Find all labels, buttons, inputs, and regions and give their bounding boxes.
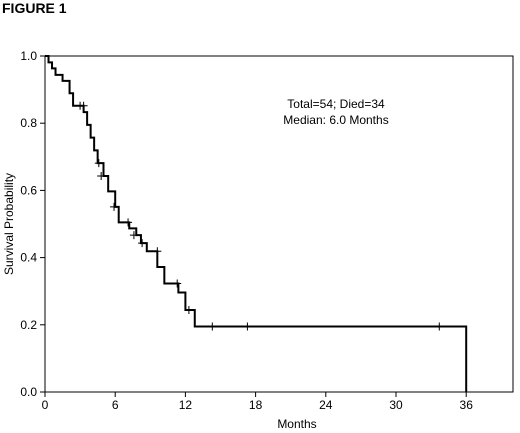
chart-labels: Months Survival Probability Total=54; Died…	[2, 97, 389, 431]
censor-mark	[94, 159, 103, 168]
censor-mark	[129, 231, 138, 240]
censor-mark	[208, 322, 217, 331]
y-tick-label: 0.2	[20, 318, 37, 332]
survival-curve	[45, 55, 468, 392]
censor-marks	[76, 101, 444, 331]
x-axis-label: Months	[277, 417, 316, 431]
censor-mark	[97, 171, 106, 180]
axes: 0 6 12 18 24 30 36 0.0 0.2 0.4 0.6 0.8 1.0	[20, 49, 514, 412]
x-tick-label: 18	[249, 398, 263, 412]
y-tick-label: 0.0	[20, 385, 37, 399]
censor-mark	[79, 101, 88, 110]
x-tick-label: 36	[460, 398, 474, 412]
y-tick-label: 0.6	[20, 183, 37, 197]
censor-mark	[138, 239, 147, 248]
y-tick-label: 0.8	[20, 116, 37, 130]
x-tick-label: 6	[112, 398, 119, 412]
y-tick-label: 1.0	[20, 49, 37, 63]
x-tick-label: 0	[42, 398, 49, 412]
censor-mark	[124, 218, 133, 227]
plot-frame	[44, 55, 514, 393]
x-tick-label: 12	[179, 398, 193, 412]
x-tick-label: 24	[319, 398, 333, 412]
x-tick-label: 30	[389, 398, 403, 412]
censor-mark	[243, 322, 252, 331]
censor-mark	[184, 306, 193, 315]
annotation-line: Total=54; Died=34	[287, 97, 385, 111]
censor-mark	[153, 247, 162, 256]
y-tick-label: 0.4	[20, 251, 37, 265]
censor-mark	[435, 322, 444, 331]
y-axis-label: Survival Probability	[2, 173, 16, 275]
annotation-line: Median: 6.0 Months	[283, 113, 388, 127]
figure-label: FIGURE 1	[2, 0, 67, 16]
survival-step-line	[45, 55, 468, 392]
censor-mark	[110, 202, 119, 211]
censor-mark	[173, 279, 182, 288]
